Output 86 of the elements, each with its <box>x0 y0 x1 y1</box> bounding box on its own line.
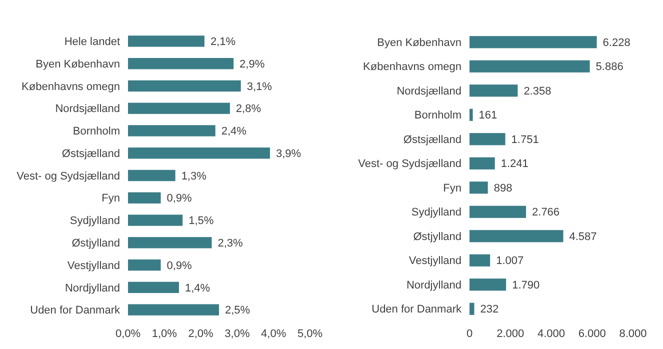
bar <box>128 170 176 182</box>
y-tick-label: Vest- og Sydsjælland <box>358 158 462 170</box>
data-label: 3,1% <box>246 80 272 93</box>
data-label: 161 <box>478 110 498 122</box>
y-tick-label: Byen København <box>377 36 462 49</box>
bar <box>128 148 270 159</box>
x-tick-label: 5,0% <box>297 328 323 340</box>
bar <box>128 214 183 226</box>
y-tick-label: Vestjylland <box>67 260 120 272</box>
bar <box>128 259 161 271</box>
data-label: 6.228 <box>602 36 630 49</box>
x-tick-label: 4,0% <box>261 328 286 340</box>
x-tick-label: 6.000 <box>578 328 606 340</box>
y-tick-label: Uden for Danmark <box>372 304 462 316</box>
bar <box>470 182 488 194</box>
x-tick-label: 2,0% <box>188 328 214 340</box>
data-label: 2,5% <box>225 304 250 317</box>
data-label: 2.358 <box>524 85 552 98</box>
y-tick-label: Uden for Danmark <box>30 304 120 317</box>
bar <box>470 84 518 97</box>
data-label: 1,5% <box>188 215 214 228</box>
data-label: 2,8% <box>236 103 262 116</box>
bar <box>470 157 495 170</box>
data-label: 5.886 <box>596 61 624 74</box>
x-tick-label: 0,0% <box>115 328 141 340</box>
y-tick-label: Byen København <box>36 58 120 70</box>
y-tick-label: Nordjylland <box>64 282 120 294</box>
data-label: 898 <box>494 182 512 194</box>
y-tick-label: Københavns omegn <box>363 61 462 74</box>
y-tick-label: Københavns omegn <box>22 80 120 93</box>
bar <box>470 254 490 266</box>
x-tick-label: 3,0% <box>224 328 250 340</box>
bar <box>470 60 590 72</box>
data-label: 2,4% <box>221 126 247 138</box>
data-label: 4.587 <box>569 230 597 243</box>
bar <box>470 36 597 48</box>
data-label: 1,4% <box>184 282 210 294</box>
bar <box>128 304 219 316</box>
bar <box>470 206 526 218</box>
bar <box>470 133 506 146</box>
bar <box>128 80 241 92</box>
y-tick-label: Østsjælland <box>62 148 120 160</box>
bar <box>128 58 234 70</box>
data-label: 0,9% <box>166 192 192 205</box>
data-label: 2,3% <box>218 238 244 250</box>
data-label: 232 <box>480 304 499 316</box>
bar <box>470 302 474 315</box>
y-tick-label: Bornholm <box>414 110 462 122</box>
bar <box>470 230 564 242</box>
y-tick-label: Nordsjælland <box>55 103 120 116</box>
data-label: 1.751 <box>511 134 539 146</box>
data-label: 1,3% <box>181 170 207 182</box>
bar <box>470 278 506 291</box>
x-tick-label: 8.000 <box>619 328 647 340</box>
bar <box>470 108 473 121</box>
data-label: 3,9% <box>276 148 302 160</box>
data-label: 1.241 <box>500 158 528 170</box>
data-label: 2,9% <box>240 58 265 70</box>
y-tick-label: Vest- og Sydsjælland <box>16 170 120 182</box>
y-tick-label: Bornholm <box>72 126 120 138</box>
bar <box>128 102 230 114</box>
y-tick-label: Nordsjælland <box>396 85 462 98</box>
data-label: 0,9% <box>166 260 192 272</box>
y-tick-label: Østjylland <box>413 230 462 243</box>
bar <box>128 36 204 47</box>
x-tick-label: 0 <box>466 328 473 340</box>
y-tick-label: Østsjælland <box>403 134 462 146</box>
data-label: 2,1% <box>210 36 236 48</box>
y-tick-label: Fyn <box>443 182 462 194</box>
x-tick-label: 1,0% <box>152 328 178 340</box>
x-tick-label: 4.000 <box>537 328 566 340</box>
y-tick-label: Østjylland <box>72 238 120 250</box>
bar <box>128 237 212 248</box>
bar <box>128 125 216 136</box>
y-tick-label: Sydjylland <box>411 206 462 219</box>
data-label: 1.007 <box>496 255 524 268</box>
bar <box>128 192 161 204</box>
y-tick-label: Fyn <box>102 192 120 205</box>
data-label: 1.790 <box>512 279 540 292</box>
data-label: 2.766 <box>532 206 560 219</box>
y-tick-label: Sydjylland <box>70 215 120 228</box>
bar <box>128 282 179 294</box>
y-tick-label: Vestjylland <box>408 255 462 268</box>
y-tick-label: Nordjylland <box>406 279 462 292</box>
y-tick-label: Hele landet <box>64 36 120 48</box>
x-tick-label: 2.000 <box>496 328 524 340</box>
